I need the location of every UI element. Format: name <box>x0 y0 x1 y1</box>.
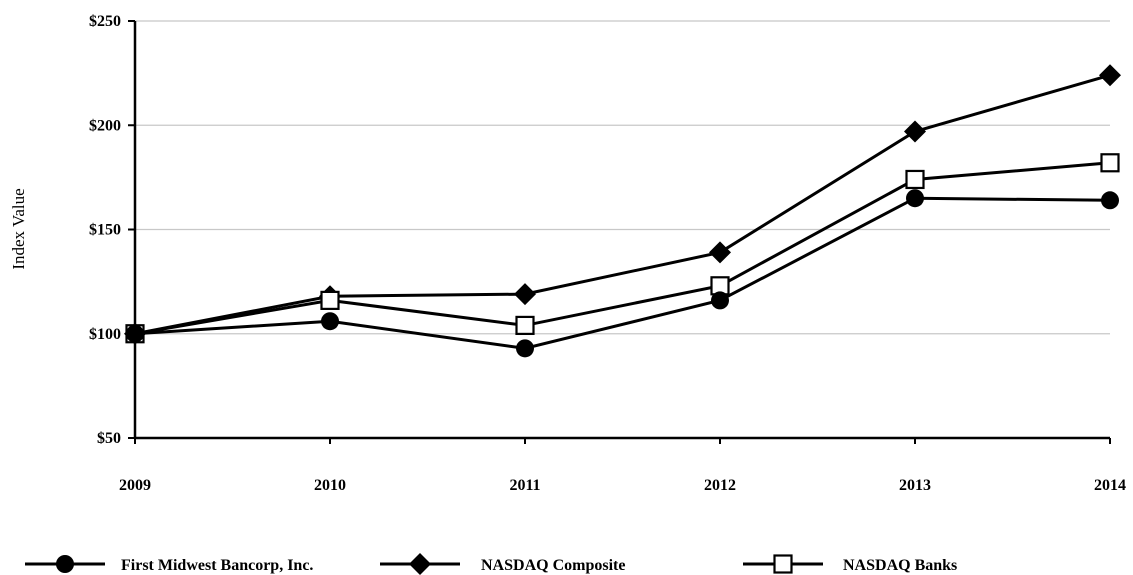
data-point <box>709 241 731 264</box>
data-point <box>320 290 340 310</box>
legend-marker <box>409 553 431 575</box>
x-tick-label: 2012 <box>704 477 736 494</box>
data-point <box>906 189 924 208</box>
legend-item-1: First Midwest Bancorp, Inc. <box>25 555 313 574</box>
data-point <box>321 312 339 331</box>
data-point <box>1100 153 1120 173</box>
legend-marker <box>56 555 74 573</box>
series-line <box>134 73 1111 336</box>
y-tick-label: $50 <box>97 430 121 447</box>
data-point <box>905 169 925 190</box>
y-tick-label: $100 <box>89 326 121 343</box>
axes <box>128 20 1111 444</box>
x-tick-label: 2011 <box>509 477 540 494</box>
y-tick-labels: $50 $100 $150 $200 $250 <box>89 13 121 447</box>
legend-label: First Midwest Bancorp, Inc. <box>121 557 313 574</box>
legend-marker <box>773 554 793 574</box>
y-axis-label: Index Value <box>9 188 28 269</box>
gridlines <box>135 20 1110 335</box>
legend-item-3: NASDAQ Banks <box>743 554 957 574</box>
legend: First Midwest Bancorp, Inc. NASDAQ Compos… <box>25 553 957 575</box>
legend-label: NASDAQ Composite <box>481 557 625 574</box>
data-point <box>515 315 535 336</box>
y-tick-label: $150 <box>89 222 121 239</box>
data-point <box>514 283 536 306</box>
y-tick-label: $250 <box>89 13 121 30</box>
series-3 <box>125 153 1120 344</box>
x-tick-label: 2013 <box>899 477 931 494</box>
x-tick-labels: 2009 2010 2011 2012 2013 2014 <box>119 477 1126 494</box>
series-group <box>124 64 1121 358</box>
x-tick-label: 2009 <box>119 477 151 494</box>
series-2 <box>124 64 1121 345</box>
series-line <box>134 196 1111 350</box>
data-point <box>126 324 144 343</box>
legend-label: NASDAQ Banks <box>843 557 957 574</box>
y-tick-label: $200 <box>89 117 121 134</box>
legend-item-2: NASDAQ Composite <box>380 553 625 575</box>
series-1 <box>126 189 1119 358</box>
data-point <box>904 120 926 143</box>
x-tick-label: 2014 <box>1094 477 1126 494</box>
data-point <box>516 339 534 358</box>
data-point <box>1101 191 1119 210</box>
x-tick-label: 2010 <box>314 477 346 494</box>
data-point <box>1099 64 1121 87</box>
series-line <box>134 161 1111 336</box>
data-point <box>711 291 729 310</box>
